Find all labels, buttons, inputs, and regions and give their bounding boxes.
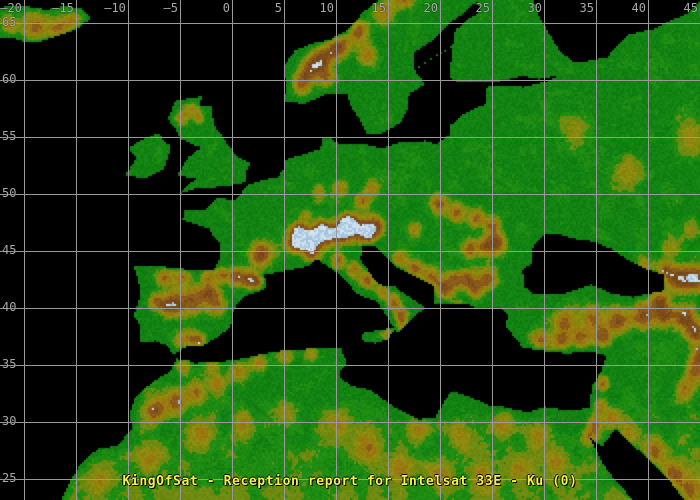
latitude-tick-40: 40 [2,300,17,315]
latitude-tick-60: 60 [2,71,17,86]
latitude-tick-55: 55 [2,128,17,143]
map-caption: KingOfSat - Reception report for Intelsa… [122,474,578,489]
latitude-tick-35: 35 [2,357,17,372]
latitude-tick-25: 25 [2,471,17,486]
longitude-tick--15: –15 [52,1,74,15]
latitude-tick-50: 50 [2,186,17,201]
longitude-tick-5: 5 [274,1,282,15]
latitude-tick-65: 65 [2,14,17,29]
latitude-tick-30: 30 [2,414,17,429]
longitude-tick-25: 25 [475,1,490,15]
latitude-tick-45: 45 [2,243,17,258]
longitude-tick-30: 30 [527,1,542,15]
longitude-tick-10: 10 [319,1,334,15]
longitude-tick-20: 20 [423,1,438,15]
longitude-tick-35: 35 [579,1,594,15]
longitude-tick--5: –5 [163,1,178,15]
longitude-tick-15: 15 [371,1,386,15]
longitude-tick--10: –10 [104,1,126,15]
longitude-tick-0: 0 [222,1,230,15]
longitude-tick--20: –20 [0,1,22,15]
longitude-tick-45: 45 [683,1,698,15]
longitude-tick-40: 40 [631,1,646,15]
